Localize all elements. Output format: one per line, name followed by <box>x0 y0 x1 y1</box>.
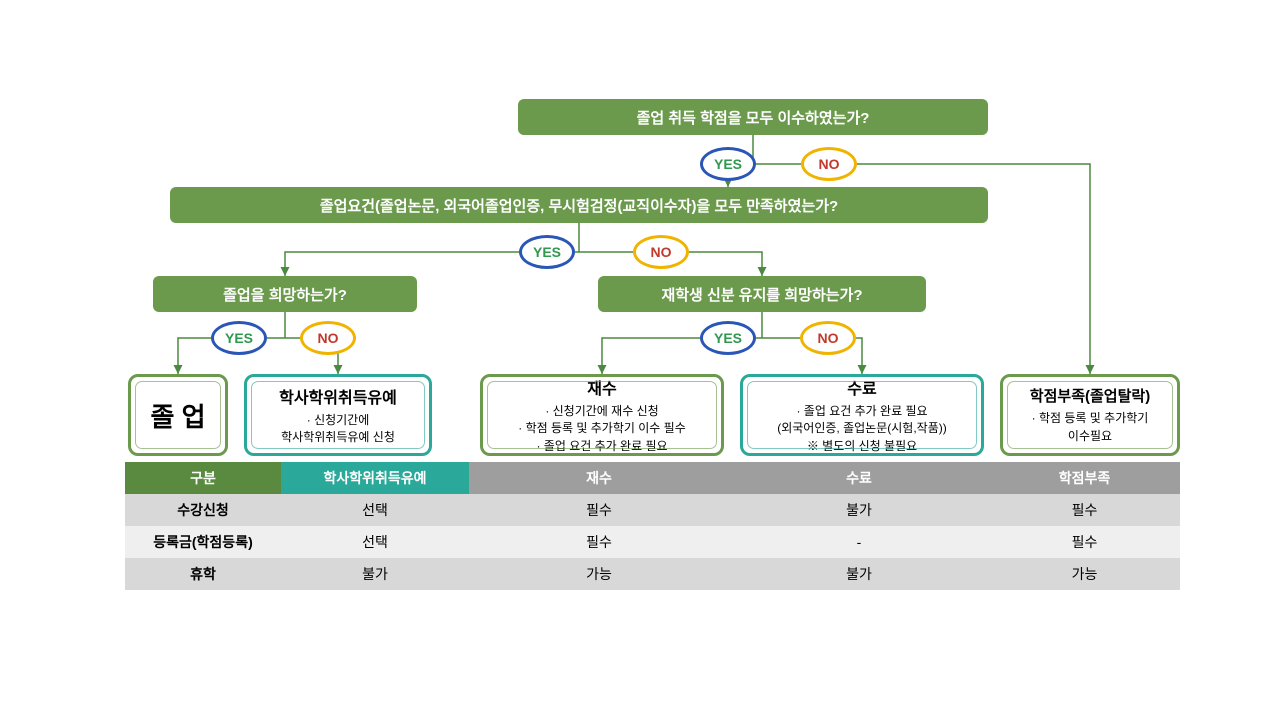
no-pill: NO <box>801 147 857 181</box>
table-header: 구분 <box>125 462 281 494</box>
yes-pill: YES <box>519 235 575 269</box>
no-pill: NO <box>300 321 356 355</box>
result-title: 학사학위취득유예 <box>279 384 397 408</box>
result-r4: 수료 · 졸업 요건 추가 완료 필요(외국어인증, 졸업논문(시험,작품))※ … <box>740 374 984 456</box>
question-q3: 졸업을 희망하는가? <box>153 276 417 312</box>
table-cell: 불가 <box>281 558 469 590</box>
result-r3: 재수 · 신청기간에 재수 신청· 학점 등록 및 추가학기 이수 필수· 졸업 … <box>480 374 724 456</box>
table-cell: 선택 <box>281 526 469 558</box>
result-desc: · 졸업 요건 추가 완료 필요(외국어인증, 졸업논문(시험,작품))※ 별도… <box>777 403 947 455</box>
result-r1: 졸 업 <box>128 374 228 456</box>
table-cell: - <box>729 526 989 558</box>
table-header: 학사학위취득유예 <box>281 462 469 494</box>
yes-pill: YES <box>700 321 756 355</box>
result-title: 수료 <box>847 375 876 399</box>
table-cell: 필수 <box>469 494 729 526</box>
result-title: 학점부족(졸업탈락) <box>1030 385 1150 406</box>
table-cell: 가능 <box>989 558 1180 590</box>
flowchart-canvas: 졸업 취득 학점을 모두 이수하였는가? 졸업요건(졸업논문, 외국어졸업인증, … <box>0 0 1280 720</box>
table-cell: 불가 <box>729 494 989 526</box>
result-desc: · 신청기간에학사학위취득유예 신청 <box>281 412 395 447</box>
yes-pill: YES <box>211 321 267 355</box>
no-pill: NO <box>800 321 856 355</box>
result-title: 졸 업 <box>150 397 205 434</box>
table-cell: 필수 <box>469 526 729 558</box>
table-cell: 수강신청 <box>125 494 281 526</box>
table-cell: 등록금(학점등록) <box>125 526 281 558</box>
table-cell: 가능 <box>469 558 729 590</box>
no-pill: NO <box>633 235 689 269</box>
summary-table: 구분학사학위취득유예재수수료학점부족수강신청선택필수불가필수등록금(학점등록)선… <box>125 462 1180 590</box>
question-q2: 졸업요건(졸업논문, 외국어졸업인증, 무시험검정(교직이수자)을 모두 만족하… <box>170 187 988 223</box>
question-q4: 재학생 신분 유지를 희망하는가? <box>598 276 926 312</box>
table-cell: 필수 <box>989 494 1180 526</box>
table-header: 재수 <box>469 462 729 494</box>
table-header: 학점부족 <box>989 462 1180 494</box>
result-desc: · 신청기간에 재수 신청· 학점 등록 및 추가학기 이수 필수· 졸업 요건… <box>518 403 686 455</box>
table-cell: 불가 <box>729 558 989 590</box>
yes-pill: YES <box>700 147 756 181</box>
table-cell: 선택 <box>281 494 469 526</box>
result-r5: 학점부족(졸업탈락) · 학점 등록 및 추가학기이수필요 <box>1000 374 1180 456</box>
result-title: 재수 <box>587 375 616 399</box>
result-desc: · 학점 등록 및 추가학기이수필요 <box>1032 410 1149 445</box>
table-cell: 필수 <box>989 526 1180 558</box>
table-header: 수료 <box>729 462 989 494</box>
question-q1: 졸업 취득 학점을 모두 이수하였는가? <box>518 99 988 135</box>
result-r2: 학사학위취득유예 · 신청기간에학사학위취득유예 신청 <box>244 374 432 456</box>
table-cell: 휴학 <box>125 558 281 590</box>
